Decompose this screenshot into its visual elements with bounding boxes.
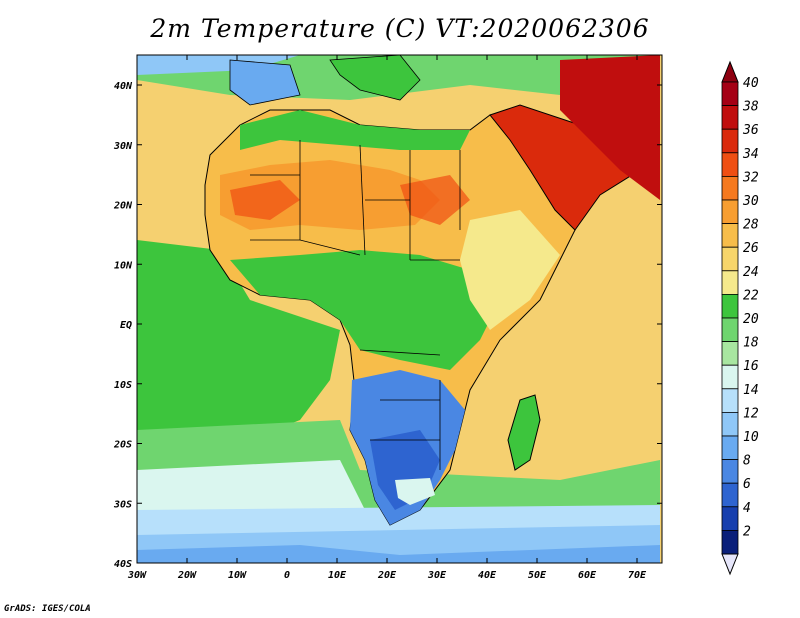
colorbar-label: 16 xyxy=(743,359,759,374)
colorbar-label: 30 xyxy=(742,194,759,209)
map-frame xyxy=(136,54,663,564)
colorbar-segment xyxy=(721,482,739,508)
colorbar-segment xyxy=(721,411,739,437)
lat-label: 30S xyxy=(113,499,132,510)
lon-label: 30W xyxy=(127,570,147,581)
colorbar-label: 32 xyxy=(742,170,759,185)
colorbar-label: 12 xyxy=(743,406,759,421)
map-title: 2m Temperature (C) VT:2020062306 xyxy=(150,14,650,43)
lon-label: 20W xyxy=(177,570,197,581)
lon-label: 10W xyxy=(228,570,247,581)
south-ocean-coldest xyxy=(137,545,660,563)
colorbar-segment xyxy=(721,270,739,295)
lon-label: 50E xyxy=(528,570,547,581)
madagascar xyxy=(507,394,541,471)
colorbar-segment xyxy=(721,341,739,366)
middle-east-hot xyxy=(560,55,660,200)
colorbar-label: 18 xyxy=(743,336,759,351)
colorbar-segment xyxy=(721,223,739,248)
north-atlantic-cool xyxy=(137,55,300,75)
colorbar-segment xyxy=(721,506,739,531)
colorbar-segment xyxy=(721,105,739,130)
lesotho-highland xyxy=(395,478,435,505)
southern-europe xyxy=(329,55,421,101)
lon-label: 10E xyxy=(328,570,347,581)
lat-label: 40N xyxy=(114,81,133,92)
colorbar-segment xyxy=(721,364,739,390)
colorbar-label: 2 xyxy=(743,524,751,539)
colorbar-bottom-arrow xyxy=(721,553,739,576)
colorbar-segment xyxy=(721,199,739,225)
colorbar-segment xyxy=(721,81,739,107)
colorbar-label: 20 xyxy=(743,312,759,327)
east-sahara-hotspot xyxy=(400,175,470,225)
lon-label: 40E xyxy=(478,570,497,581)
lat-label: 10S xyxy=(114,380,132,391)
colorbar-label: 34 xyxy=(742,147,759,162)
lat-label: 20N xyxy=(113,201,133,212)
colorbar-segment xyxy=(721,435,739,461)
lat-label: 20S xyxy=(113,440,132,451)
colorbar-label: 38 xyxy=(742,100,759,115)
lon-label: 60E xyxy=(578,570,597,581)
tropical-atlantic xyxy=(137,240,340,440)
colorbar-segment xyxy=(721,317,739,343)
iberia xyxy=(229,59,301,106)
colorbar-label: 10 xyxy=(743,430,759,445)
arabia-land xyxy=(489,104,641,231)
colorbar-label: 36 xyxy=(742,123,759,138)
lon-label: 70E xyxy=(628,570,647,581)
east-africa xyxy=(460,210,560,330)
colorbar-label: 28 xyxy=(743,218,759,233)
west-sahara-hotspot xyxy=(230,180,300,220)
colorbar-label: 6 xyxy=(743,477,751,492)
south-ocean-pale xyxy=(137,460,370,520)
country-borders xyxy=(250,140,461,470)
colorbar-segment xyxy=(721,246,739,272)
map-field xyxy=(137,55,662,563)
lat-label: EQ xyxy=(120,320,132,331)
colorbar-label: 40 xyxy=(743,76,759,91)
colorbar-label: 22 xyxy=(743,288,759,303)
colorbar-label: 24 xyxy=(743,265,759,280)
colorbar-segment xyxy=(721,128,739,154)
colorbar-segment xyxy=(721,293,739,319)
colorbar-label: 14 xyxy=(743,383,759,398)
lat-label: 30N xyxy=(113,141,133,152)
colorbar-segment xyxy=(721,152,739,177)
colorbar-segment xyxy=(721,388,739,413)
central-africa-green xyxy=(230,250,500,370)
lon-label: 30E xyxy=(427,570,447,581)
lat-label: 40S xyxy=(114,559,132,570)
colorbar-label: 8 xyxy=(743,454,751,469)
lat-label: 10N xyxy=(114,260,133,271)
colorbar: 40 38 36 34 32 30 28 26 24 22 20 18 16 14 12 10 8 6 4 2 xyxy=(721,60,759,576)
colorbar-segment xyxy=(721,459,739,484)
lon-label: 20E xyxy=(377,570,397,581)
colorbar-top-arrow xyxy=(721,60,739,83)
lon-label: 0 xyxy=(284,570,290,581)
colorbar-segment xyxy=(721,530,739,555)
colorbar-label: 26 xyxy=(743,241,759,256)
credit-text: GrADS: IGES/COLA xyxy=(4,604,91,614)
colorbar-segment xyxy=(721,175,739,201)
north-africa-coast xyxy=(240,110,470,150)
colorbar-label: 4 xyxy=(743,501,751,516)
